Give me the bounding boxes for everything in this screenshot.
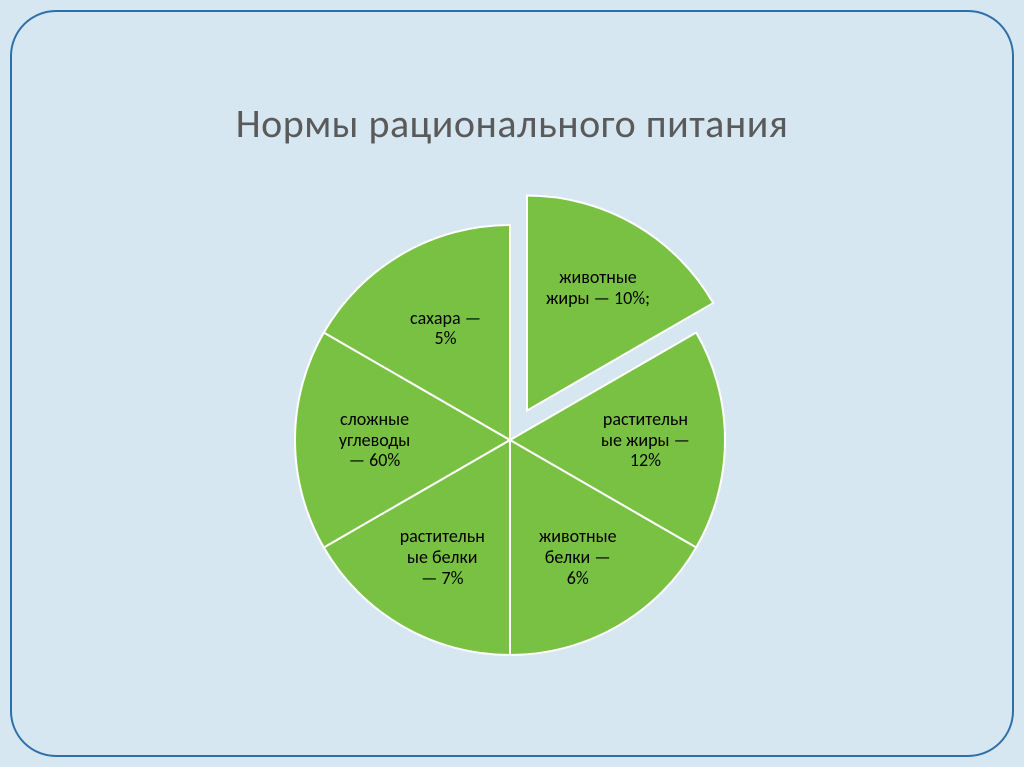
page-title: Нормы рационального питания [0, 99, 1024, 148]
slide: Нормы рационального питания животныежиры… [0, 0, 1024, 767]
pie-chart [235, 165, 785, 715]
